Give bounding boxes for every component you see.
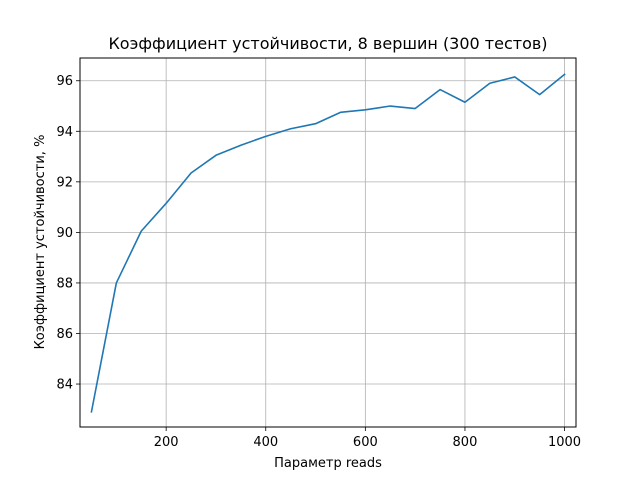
y-tick-label: 88 [56, 276, 73, 291]
series-line [91, 74, 564, 411]
plot-frame [80, 58, 576, 427]
x-tick-label: 600 [353, 435, 378, 450]
series-layer [91, 74, 564, 411]
y-tick-label: 96 [56, 74, 73, 89]
grid [80, 58, 576, 427]
x-tick-label: 400 [253, 435, 278, 450]
x-axis-label: Параметр reads [274, 456, 382, 471]
y-tick-label: 94 [56, 125, 73, 140]
y-axis: 84 86 88 90 92 94 96 [56, 74, 80, 392]
x-tick-label: 800 [453, 435, 478, 450]
y-tick-label: 90 [56, 226, 73, 241]
x-axis: 200 400 600 800 1000 [154, 427, 581, 450]
y-axis-label: Коэффициент устойчивости, % [33, 135, 48, 350]
y-tick-label: 92 [56, 175, 73, 190]
y-tick-label: 84 [56, 378, 73, 393]
y-tick-label: 86 [56, 327, 73, 342]
x-tick-label: 1000 [548, 435, 581, 450]
x-tick-label: 200 [154, 435, 179, 450]
chart-title: Коэффициент устойчивости, 8 вершин (300 … [108, 34, 547, 53]
